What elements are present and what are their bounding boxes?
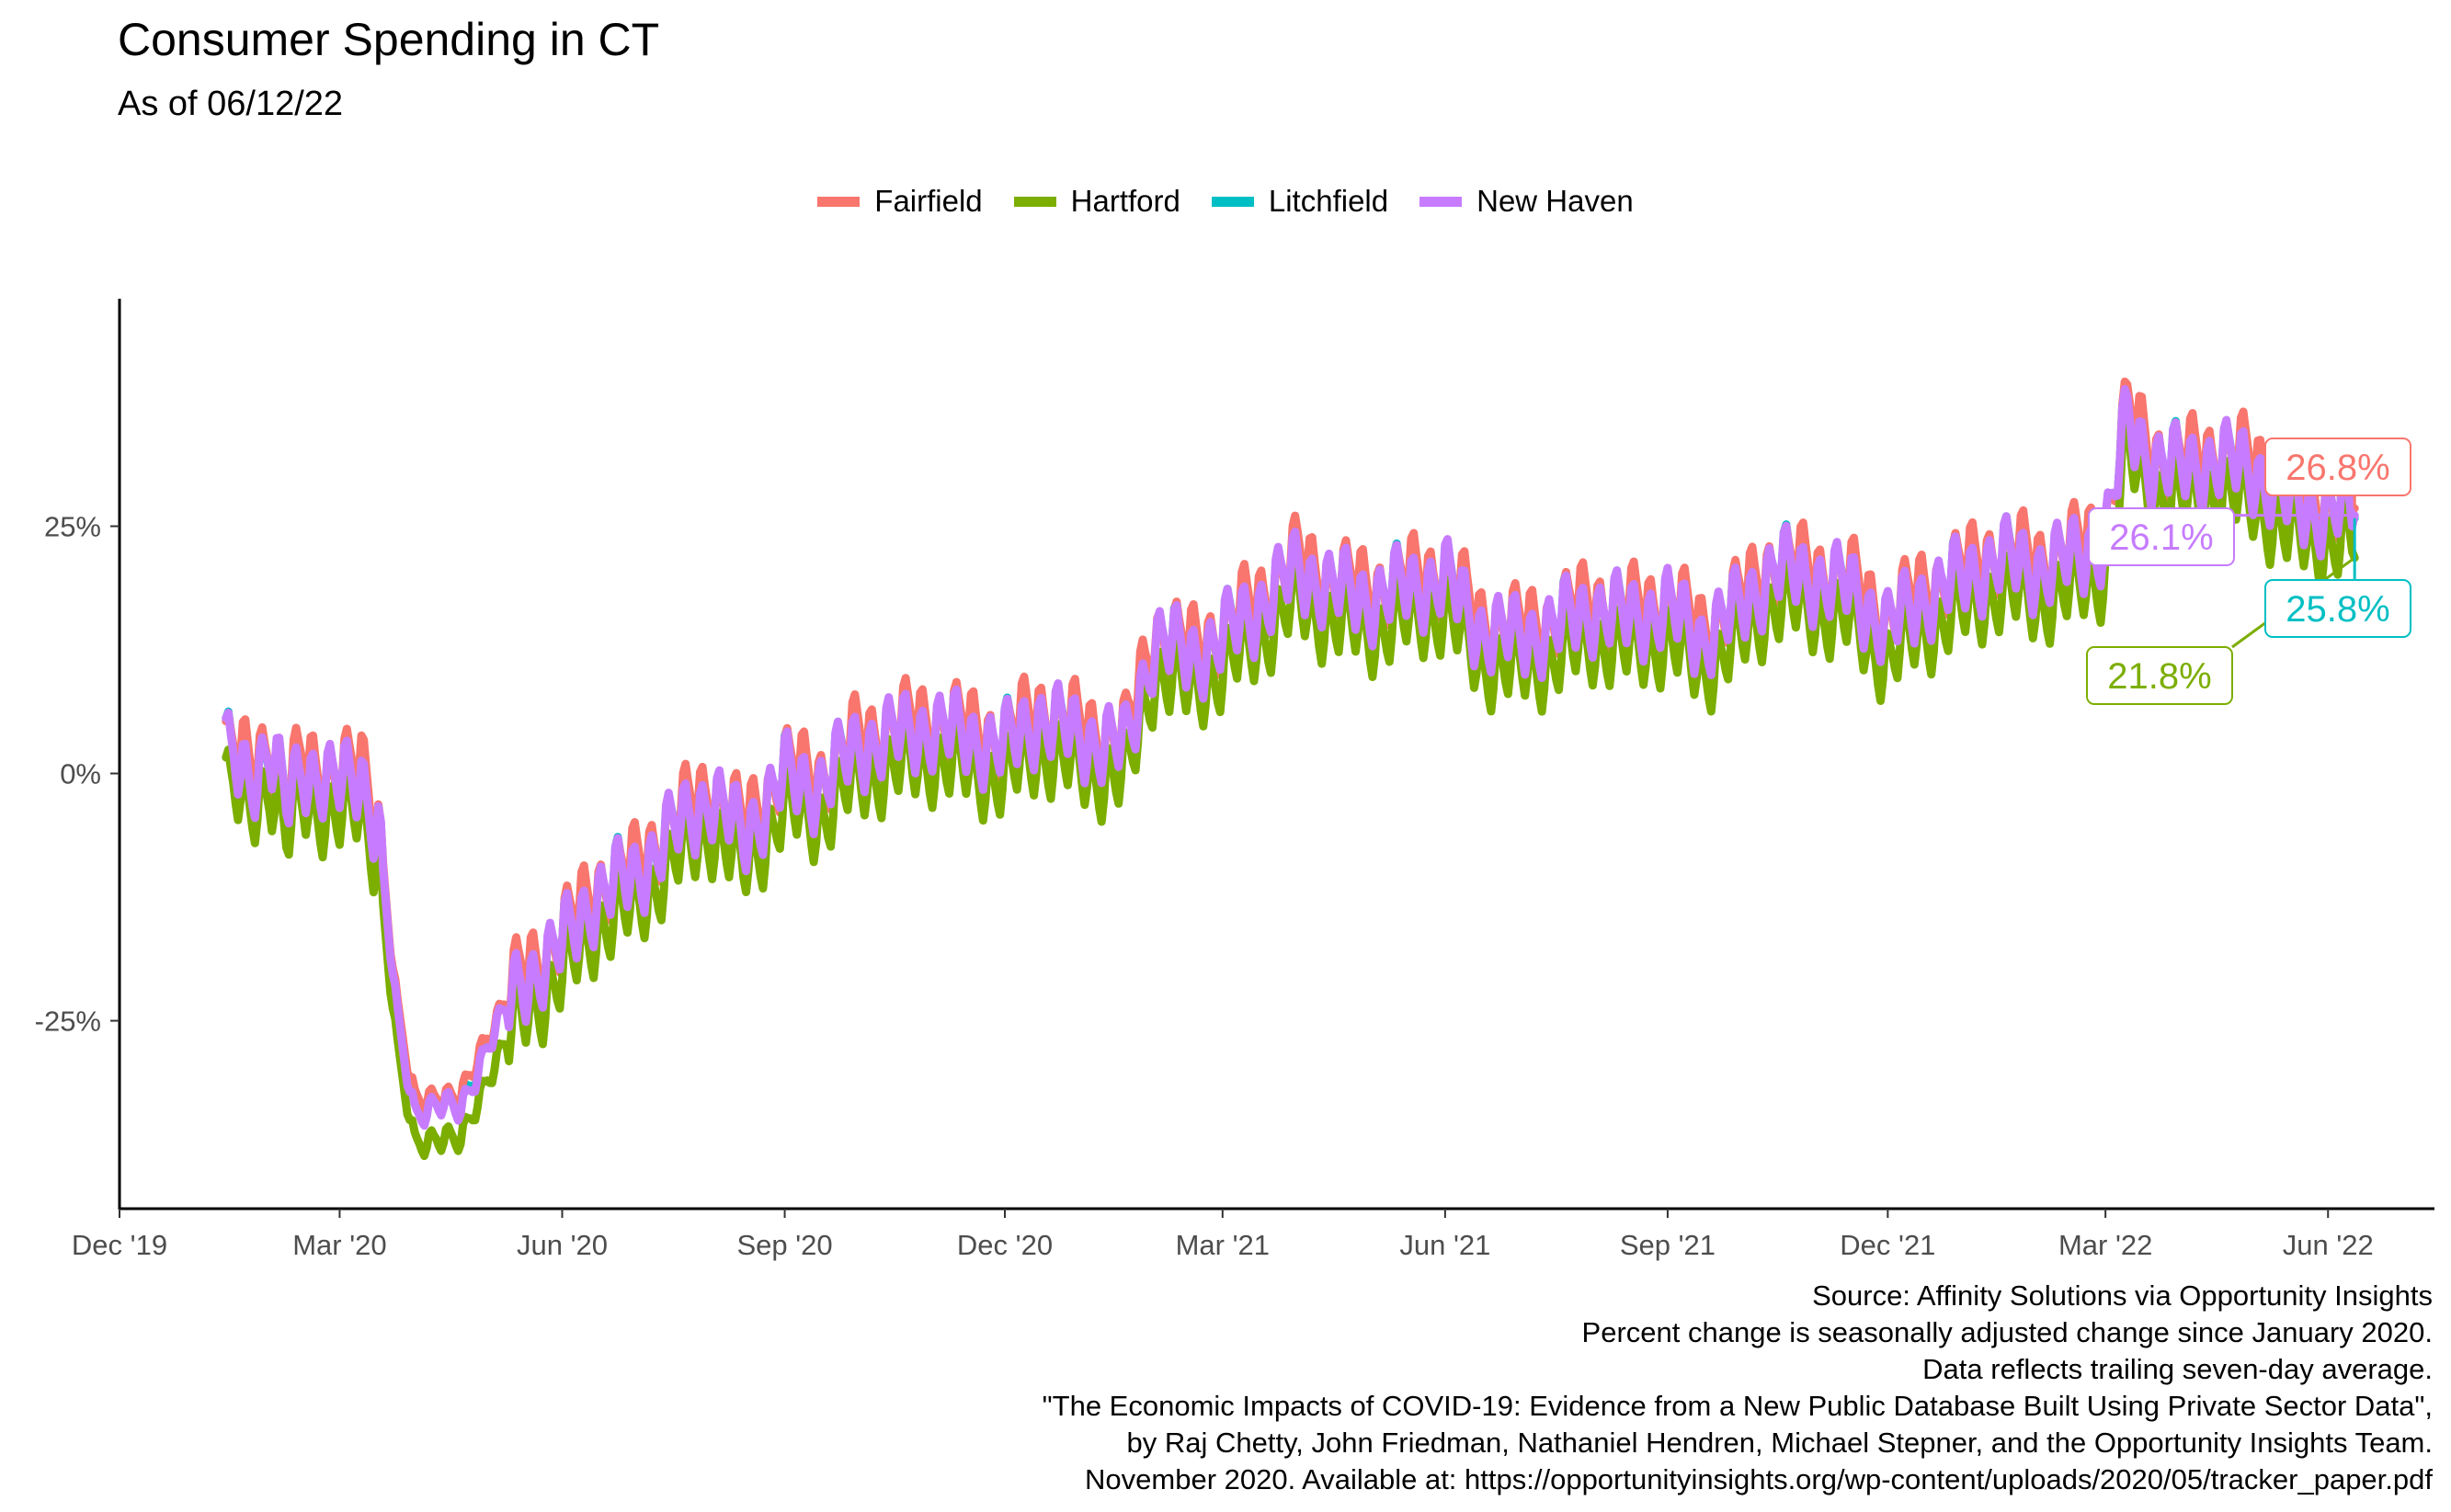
end-label-fairfield: 26.8%	[2286, 448, 2389, 488]
legend-key-litchfield	[1211, 196, 1254, 207]
end-label-box-litchfield	[2264, 579, 2411, 638]
end-label-new-haven: 26.1%	[2109, 517, 2213, 558]
series-line-new-haven	[222, 384, 2359, 1131]
legend-item-litchfield: Litchfield	[1211, 184, 1389, 219]
x-tick-label: Dec '20	[957, 1229, 1053, 1261]
series-lines	[222, 377, 2359, 1161]
x-tick-label: Sep '20	[736, 1229, 832, 1261]
y-tick-label: -25%	[35, 1006, 101, 1038]
legend-key-fairfield	[817, 196, 861, 207]
legend-item-hartford: Hartford	[1013, 184, 1180, 219]
legend-item-new-haven: New Haven	[1419, 184, 1634, 219]
caption-line: by Raj Chetty, John Friedman, Nathaniel …	[1126, 1427, 2433, 1459]
legend-label-litchfield: Litchfield	[1268, 184, 1389, 218]
axes: -25% 0% 25% Dec '19 Mar '20 Jun '20 Sep '20 Dec…	[35, 299, 2434, 1261]
end-label-litchfield: 25.8%	[2286, 589, 2389, 630]
end-label-hartford: 21.8%	[2107, 656, 2211, 697]
end-label-box-hartford	[2086, 646, 2233, 705]
x-tick-label: Jun '20	[517, 1229, 608, 1261]
x-tick-label: Dec '21	[1840, 1229, 1935, 1261]
caption: Source: Affinity Solutions via Opportuni…	[1043, 1278, 2433, 1498]
y-tick-label: 0%	[60, 758, 101, 790]
caption-line: November 2020. Available at: https://opp…	[1085, 1463, 2433, 1495]
caption-line: Percent change is seasonally adjusted ch…	[1581, 1316, 2433, 1348]
caption-line: Source: Affinity Solutions via Opportuni…	[1812, 1279, 2433, 1312]
caption-line: "The Economic Impacts of COVID-19: Evide…	[1042, 1390, 2433, 1422]
chart-title: Consumer Spending in CT	[118, 14, 660, 65]
end-labels: 26.8% 21.8% 25.8% 26.1%	[2086, 438, 2411, 705]
legend-label-fairfield: Fairfield	[874, 184, 983, 218]
legend: Fairfield Hartford Litchfield New Haven	[0, 184, 2451, 219]
chart-subtitle: As of 06/12/22	[118, 85, 344, 123]
y-tick-label: 25%	[44, 511, 101, 543]
x-tick-label: Mar '21	[1176, 1229, 1270, 1261]
end-label-box-fairfield	[2264, 438, 2411, 496]
x-tick-label: Mar '22	[2058, 1229, 2152, 1261]
legend-key-hartford	[1013, 196, 1056, 207]
x-tick-label: Sep '21	[1620, 1229, 1716, 1261]
legend-item-fairfield: Fairfield	[817, 184, 983, 219]
legend-label-new-haven: New Haven	[1476, 184, 1634, 218]
end-label-box-new-haven	[2088, 507, 2235, 566]
x-tick-label: Jun '22	[2283, 1229, 2374, 1261]
x-tick-label: Mar '20	[292, 1229, 386, 1261]
legend-label-hartford: Hartford	[1070, 184, 1180, 218]
x-tick-label: Dec '19	[72, 1229, 167, 1261]
caption-line: Data reflects trailing seven-day average…	[1922, 1353, 2433, 1385]
x-tick-label: Jun '21	[1399, 1229, 1490, 1261]
legend-key-new-haven	[1419, 196, 1463, 207]
